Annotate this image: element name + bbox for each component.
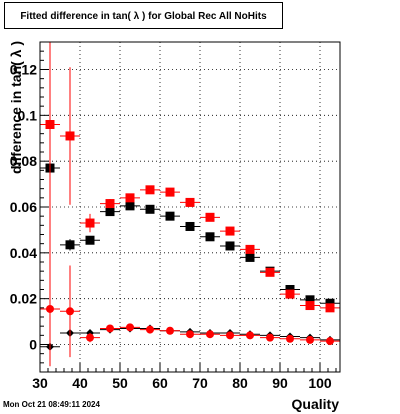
data-point-square xyxy=(285,285,295,294)
data-point-square xyxy=(65,131,75,141)
y-tick-label: 0.12 xyxy=(10,62,37,78)
data-point-square xyxy=(245,252,255,262)
y-tick-label: 0.02 xyxy=(10,291,37,307)
data-point-circle xyxy=(66,307,74,316)
data-point-circle xyxy=(106,324,114,333)
y-tick-label: 0 xyxy=(29,337,37,353)
data-point-square xyxy=(125,193,135,203)
data-point-circle xyxy=(86,333,94,342)
x-axis-label: Quality xyxy=(291,396,339,412)
x-tick-label: 50 xyxy=(112,375,128,391)
data-point-square xyxy=(325,298,335,308)
data-point-square xyxy=(305,301,315,311)
chart-title-box: Fitted difference in tan( λ ) for Global… xyxy=(4,2,283,29)
data-point-square xyxy=(205,232,215,242)
data-point-square xyxy=(145,185,155,195)
x-tick-label: 30 xyxy=(32,375,48,391)
data-point-circle xyxy=(266,333,274,342)
data-point-circle xyxy=(126,323,134,332)
data-point-square xyxy=(125,201,135,211)
data-point-square xyxy=(105,199,115,209)
x-tick-label: 40 xyxy=(72,375,88,391)
data-point-circle xyxy=(146,325,154,334)
data-point-square xyxy=(165,211,175,221)
data-point-square xyxy=(85,235,95,245)
y-tick-label: 0.06 xyxy=(10,199,37,215)
data-point-circle xyxy=(206,330,214,339)
date-stamp: Mon Oct 21 08:49:11 2024 xyxy=(3,400,100,409)
x-tick-label: 90 xyxy=(272,375,288,391)
data-point-circle xyxy=(166,326,174,335)
data-point-square xyxy=(165,187,175,197)
data-point-circle xyxy=(46,304,54,313)
y-axis-label: difference in tan( λ ) xyxy=(8,40,24,174)
data-point-square xyxy=(265,267,275,277)
data-point-circle xyxy=(226,331,234,340)
data-point-square xyxy=(85,218,95,228)
x-tick-label: 100 xyxy=(308,375,332,391)
data-point-circle xyxy=(306,335,314,344)
data-point-circle xyxy=(186,330,194,339)
data-point-circle xyxy=(246,331,254,340)
data-point-square xyxy=(205,212,215,222)
data-point-square xyxy=(185,197,195,207)
data-point-square xyxy=(225,226,235,236)
data-point-square xyxy=(305,295,315,305)
data-point-square xyxy=(245,244,255,254)
x-tick-label: 70 xyxy=(192,375,208,391)
data-point-square xyxy=(185,221,195,231)
data-point-square xyxy=(45,120,55,129)
chart-title: Fitted difference in tan( λ ) for Global… xyxy=(20,11,267,22)
data-point-circle xyxy=(286,334,294,343)
x-tick-label: 60 xyxy=(152,375,168,391)
data-point-square xyxy=(285,289,295,299)
data-point-square xyxy=(65,240,75,250)
plot-area xyxy=(40,42,340,372)
data-point-square xyxy=(225,241,235,251)
data-point-circle xyxy=(326,337,334,346)
data-point-square xyxy=(145,204,155,214)
y-tick-label: 0.08 xyxy=(10,153,37,169)
data-point-square xyxy=(105,207,115,217)
data-point-square xyxy=(325,303,335,313)
y-tick-label: 0.1 xyxy=(18,107,38,123)
plot-frame xyxy=(39,41,341,373)
x-tick-label: 80 xyxy=(232,375,248,391)
y-tick-label: 0.04 xyxy=(10,245,37,261)
